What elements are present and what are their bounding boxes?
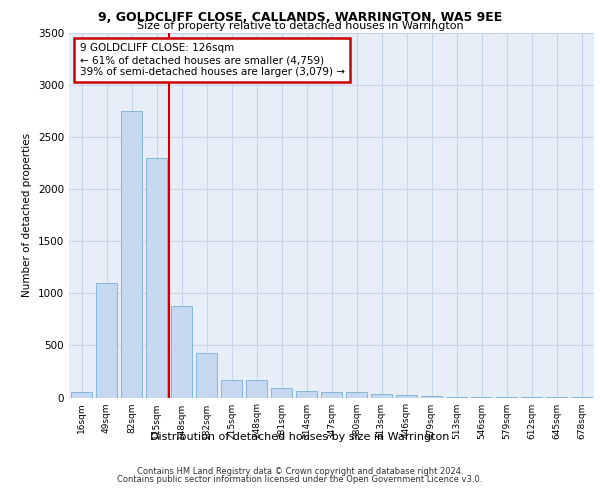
- Bar: [371, 394, 392, 398]
- Bar: [96, 283, 117, 398]
- Bar: [221, 380, 242, 398]
- Bar: [196, 352, 217, 398]
- Bar: [421, 396, 442, 398]
- Text: 9 GOLDCLIFF CLOSE: 126sqm
← 61% of detached houses are smaller (4,759)
39% of se: 9 GOLDCLIFF CLOSE: 126sqm ← 61% of detac…: [79, 44, 344, 76]
- Text: Contains HM Land Registry data © Crown copyright and database right 2024.: Contains HM Land Registry data © Crown c…: [137, 467, 463, 476]
- Bar: [171, 306, 192, 398]
- Y-axis label: Number of detached properties: Number of detached properties: [22, 133, 32, 297]
- Bar: [346, 392, 367, 398]
- Bar: [246, 380, 267, 398]
- Bar: [446, 397, 467, 398]
- Text: 9, GOLDCLIFF CLOSE, CALLANDS, WARRINGTON, WA5 9EE: 9, GOLDCLIFF CLOSE, CALLANDS, WARRINGTON…: [98, 11, 502, 24]
- Text: Size of property relative to detached houses in Warrington: Size of property relative to detached ho…: [137, 21, 463, 31]
- Bar: [471, 397, 492, 398]
- Bar: [296, 391, 317, 398]
- Text: Distribution of detached houses by size in Warrington: Distribution of detached houses by size …: [151, 432, 449, 442]
- Bar: [321, 392, 342, 398]
- Bar: [71, 392, 92, 398]
- Bar: [271, 388, 292, 398]
- Text: Contains public sector information licensed under the Open Government Licence v3: Contains public sector information licen…: [118, 475, 482, 484]
- Bar: [121, 110, 142, 398]
- Bar: [396, 396, 417, 398]
- Bar: [146, 158, 167, 398]
